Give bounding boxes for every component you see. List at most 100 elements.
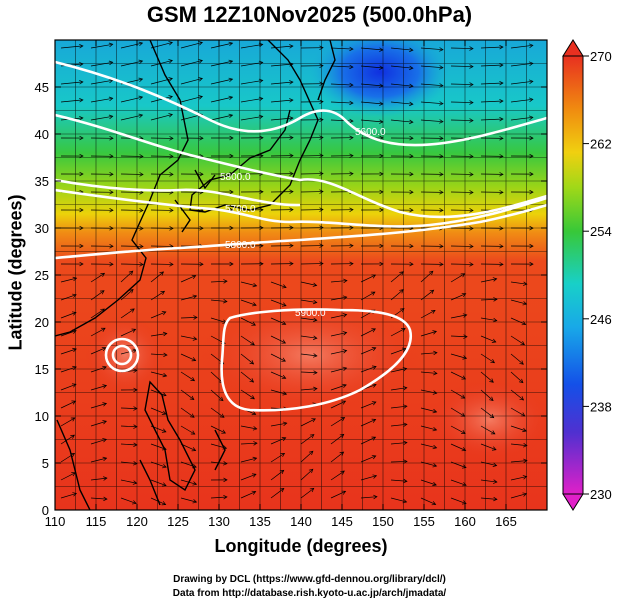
streamline-arrow — [379, 207, 384, 213]
streamline-arrow — [499, 172, 504, 177]
streamline-arrow — [379, 47, 384, 52]
streamline-arrow — [469, 46, 474, 51]
streamline-arrow — [319, 189, 324, 194]
streamline — [270, 99, 293, 103]
streamline-arrow — [102, 438, 107, 443]
streamline — [90, 477, 107, 481]
streamline — [60, 99, 83, 103]
streamline — [300, 451, 314, 463]
streamline-arrow — [409, 119, 414, 125]
streamline — [240, 389, 255, 400]
streamline — [60, 81, 83, 85]
streamline — [210, 425, 226, 434]
streamline — [510, 443, 527, 446]
streamline-arrow — [529, 225, 534, 231]
y-tick-label: 0 — [42, 503, 49, 518]
streamline — [330, 491, 346, 499]
streamline — [120, 114, 143, 121]
streamline-arrow — [280, 452, 286, 458]
streamline-arrow — [469, 244, 474, 249]
streamline-arrow — [409, 101, 414, 107]
streamline-arrow — [279, 469, 285, 475]
streamline-arrow — [99, 290, 105, 295]
streamline-arrow — [439, 190, 444, 195]
streamline-arrow — [72, 347, 77, 353]
streamline — [390, 348, 407, 355]
streamline-arrow — [313, 353, 318, 358]
streamline — [180, 295, 197, 301]
streamline — [300, 388, 317, 391]
warm-core-2 — [85, 315, 165, 395]
streamline-arrow — [499, 98, 504, 104]
streamline-arrow — [72, 293, 77, 298]
streamline-arrow — [349, 82, 354, 88]
y-tick-label: 20 — [35, 315, 49, 330]
streamline-arrow — [109, 136, 114, 141]
colorbar-tick-label: 270 — [590, 49, 612, 64]
streamline-arrow — [489, 396, 494, 402]
streamline — [150, 333, 167, 337]
streamline-arrow — [109, 226, 114, 231]
streamline-arrow — [319, 207, 324, 212]
streamline-arrow — [161, 311, 167, 316]
streamline — [360, 119, 383, 123]
streamline-arrow — [379, 65, 384, 70]
streamline-arrow — [493, 496, 498, 502]
streamline — [270, 371, 286, 379]
streamline — [480, 100, 503, 103]
streamline-arrow — [499, 62, 504, 68]
streamline-arrow — [371, 418, 377, 423]
streamline — [180, 353, 196, 361]
streamline-arrow — [108, 42, 114, 48]
streamline-arrow — [281, 320, 287, 326]
streamline-arrow — [79, 207, 84, 213]
streamline — [210, 371, 224, 384]
streamline-arrow — [169, 226, 174, 231]
streamline — [150, 42, 173, 49]
streamline — [360, 101, 383, 105]
streamline-arrow — [379, 261, 384, 267]
streamline — [510, 281, 527, 285]
streamline — [510, 317, 526, 325]
streamline-arrow — [198, 77, 203, 82]
streamline — [360, 366, 377, 373]
streamline-arrow — [102, 365, 107, 371]
streamline-arrow — [493, 479, 498, 484]
streamline-arrow — [160, 290, 166, 295]
streamline-arrow — [199, 171, 204, 177]
streamline-arrow — [339, 451, 345, 456]
x-tick-label: 165 — [495, 514, 517, 529]
colorbar-tick-label: 246 — [590, 312, 612, 327]
streamline-arrow — [79, 243, 84, 249]
streamline — [210, 317, 227, 323]
streamline-arrow — [70, 434, 75, 439]
streamline — [90, 115, 113, 121]
streamline — [240, 491, 256, 499]
streamline — [510, 389, 524, 401]
streamline — [150, 407, 166, 415]
streamline — [510, 353, 524, 365]
streamline — [390, 405, 407, 409]
streamline — [150, 389, 167, 396]
streamline-arrow — [139, 154, 144, 159]
streamline-arrow — [340, 417, 346, 422]
streamline-arrow — [252, 282, 258, 288]
colorbar-tick-label: 238 — [590, 399, 612, 414]
streamline-arrow — [229, 225, 234, 231]
streamline — [180, 42, 203, 49]
streamline-arrow — [312, 282, 318, 287]
streamline — [480, 389, 494, 401]
streamline — [180, 60, 203, 67]
streamline — [60, 348, 77, 355]
streamline-arrow — [439, 262, 444, 267]
streamline-arrow — [313, 386, 318, 392]
streamline — [60, 417, 75, 427]
streamline-arrow — [469, 100, 474, 105]
streamline-arrow — [162, 463, 167, 469]
streamline — [60, 312, 77, 319]
streamline — [480, 479, 497, 483]
streamline-arrow — [79, 44, 84, 49]
streamline-arrow — [319, 99, 324, 104]
streamline — [210, 280, 227, 283]
streamline-arrow — [492, 277, 498, 282]
